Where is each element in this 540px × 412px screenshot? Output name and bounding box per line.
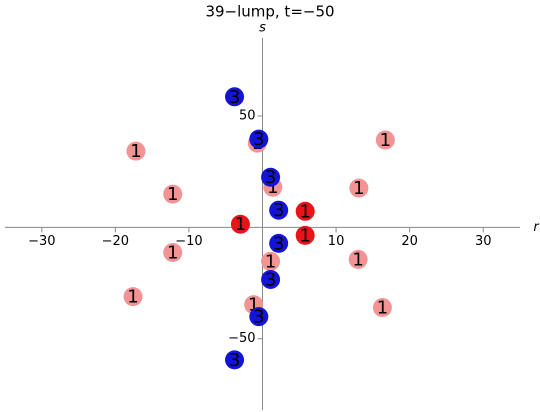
x-tick-label: 10 — [328, 234, 345, 249]
point-label: 1 — [167, 184, 178, 205]
x-tick-label: 20 — [401, 234, 418, 249]
point — [261, 269, 281, 289]
point-label: 1 — [265, 251, 276, 272]
point-label: 1 — [167, 243, 178, 264]
x-tick-label: 30 — [475, 234, 492, 249]
point — [372, 298, 392, 318]
point — [225, 87, 245, 107]
point-label: 1 — [267, 177, 278, 198]
point — [163, 243, 183, 263]
point — [348, 249, 368, 269]
point — [230, 214, 250, 234]
point-label: 1 — [299, 225, 310, 246]
point-label: 3 — [229, 87, 240, 108]
point — [295, 201, 315, 221]
point — [249, 307, 269, 327]
point — [126, 141, 146, 161]
point-label: 3 — [273, 200, 284, 221]
point — [163, 184, 183, 204]
point-label: 1 — [127, 287, 138, 308]
point — [249, 129, 269, 149]
x-tick-label: −10 — [175, 234, 202, 249]
x-tick-label: −30 — [28, 234, 55, 249]
point-label: 3 — [265, 167, 276, 188]
point-label: 3 — [273, 233, 284, 254]
point-label: 1 — [299, 201, 310, 222]
point — [349, 178, 369, 198]
x-axis-label: r — [533, 220, 540, 235]
point-label: 3 — [253, 307, 264, 328]
point-label: 1 — [130, 141, 141, 162]
point — [225, 350, 245, 370]
point-label: 3 — [229, 350, 240, 371]
point — [261, 167, 281, 187]
point — [261, 251, 281, 271]
point-label: 1 — [352, 249, 363, 270]
point-label: 1 — [380, 130, 391, 151]
x-tick-label: −20 — [102, 234, 129, 249]
point-label: 1 — [248, 295, 259, 316]
point — [269, 200, 289, 220]
point — [295, 225, 315, 245]
point-label: 1 — [235, 214, 246, 235]
point-label: 3 — [265, 269, 276, 290]
point-label: 3 — [253, 129, 264, 150]
y-axis-label: s — [259, 21, 266, 36]
point — [375, 130, 395, 150]
point — [269, 233, 289, 253]
y-tick-label: 50 — [239, 108, 256, 123]
point-label: 1 — [377, 298, 388, 319]
point-label: 1 — [353, 178, 364, 199]
chart-title: 39−lump, t=−50 — [205, 3, 334, 21]
point — [123, 287, 143, 307]
y-tick-label: −50 — [228, 331, 255, 346]
